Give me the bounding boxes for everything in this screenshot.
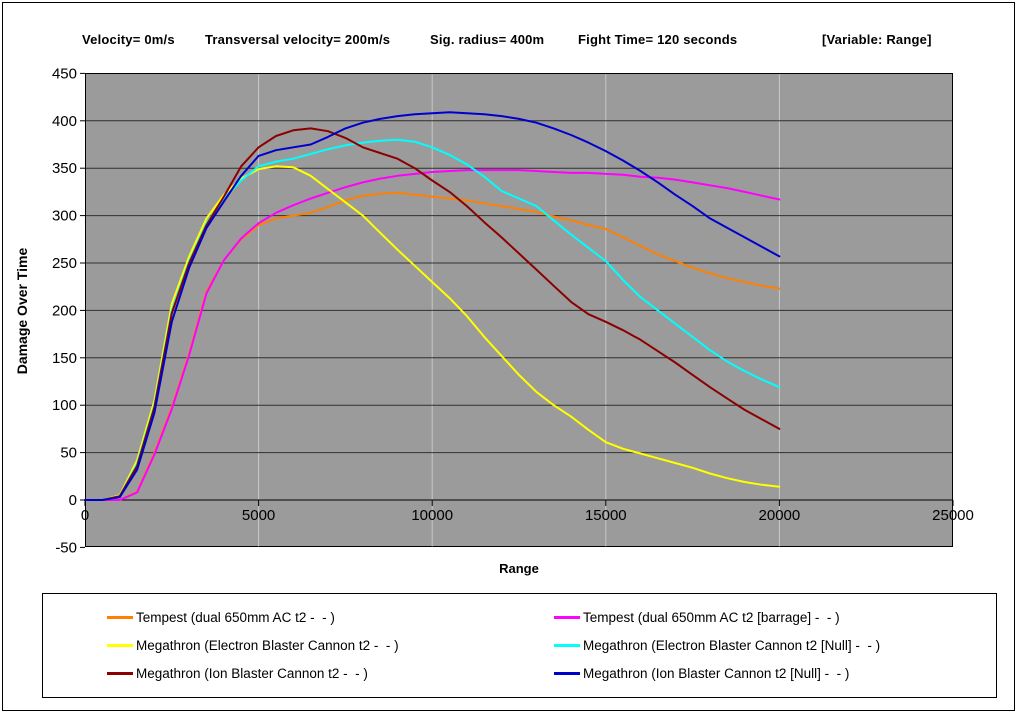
y-tick-label: 400 [52,113,77,130]
x-tick-label: 10000 [411,507,453,524]
x-tick-label: 0 [81,507,89,524]
curve-Megathron (Electron Blaster Cannon t2 - - ) [84,165,781,501]
legend-item: Megathron (Electron Blaster Cannon t2 - … [43,638,514,653]
legend-swatch-icon [554,616,580,619]
legend-swatch-icon [107,672,133,675]
header-variable: [Variable: Range] [822,32,932,47]
legend-label: Tempest (dual 650mm AC t2 [barrage] - - … [583,610,840,625]
x-tick-label: 20000 [759,507,801,524]
curve-Tempest (dual 650mm AC t2 [barrage] - - ) [84,169,781,501]
legend-item: Megathron (Ion Blaster Cannon t2 - - ) [43,666,514,681]
y-tick-label: 450 [52,65,77,82]
legend-item: Megathron (Ion Blaster Cannon t2 [Null] … [514,666,996,681]
legend-label: Megathron (Electron Blaster Cannon t2 [N… [583,638,881,653]
y-tick-label: 0 [69,492,77,509]
y-tick-label: 250 [52,255,77,272]
legend-item: Tempest (dual 650mm AC t2 [barrage] - - … [514,610,996,625]
legend-label: Megathron (Ion Blaster Cannon t2 [Null] … [583,666,850,681]
legend-swatch-icon [107,616,133,619]
header-transversal: Transversal velocity= 200m/s [205,32,391,47]
y-tick-label: 100 [52,397,77,414]
header-sig-radius: Sig. radius= 400m [430,32,545,47]
x-tick-label: 15000 [585,507,627,524]
legend-item: Tempest (dual 650mm AC t2 - - ) [43,610,514,625]
legend-swatch-icon [554,672,580,675]
legend-swatch-icon [554,644,580,647]
curve-Megathron (Ion Blaster Cannon t2 - - ) [84,127,781,501]
header-fight-time: Fight Time= 120 seconds [578,32,738,47]
x-tick-label: 25000 [932,507,974,524]
y-tick-label: -50 [55,539,77,556]
y-tick-label: 50 [60,445,77,462]
y-tick-label: 350 [52,160,77,177]
y-tick-label: 300 [52,208,77,225]
y-tick-label: 200 [52,302,77,319]
legend-label: Megathron (Electron Blaster Cannon t2 - … [136,638,399,653]
curve-Megathron (Ion Blaster Cannon t2 [Null] - - ) [84,111,781,501]
legend-item: Megathron (Electron Blaster Cannon t2 [N… [514,638,996,653]
x-axis-title: Range [499,561,539,576]
legend-box: Tempest (dual 650mm AC t2 - - ) Tempest (… [42,593,997,698]
legend-label: Megathron (Ion Blaster Cannon t2 - - ) [136,666,368,681]
header-velocity: Velocity= 0m/s [82,32,175,47]
legend-swatch-icon [107,644,133,647]
x-tick-label: 5000 [242,507,275,524]
y-tick-label: 150 [52,350,77,367]
legend-label: Tempest (dual 650mm AC t2 - - ) [136,610,335,625]
